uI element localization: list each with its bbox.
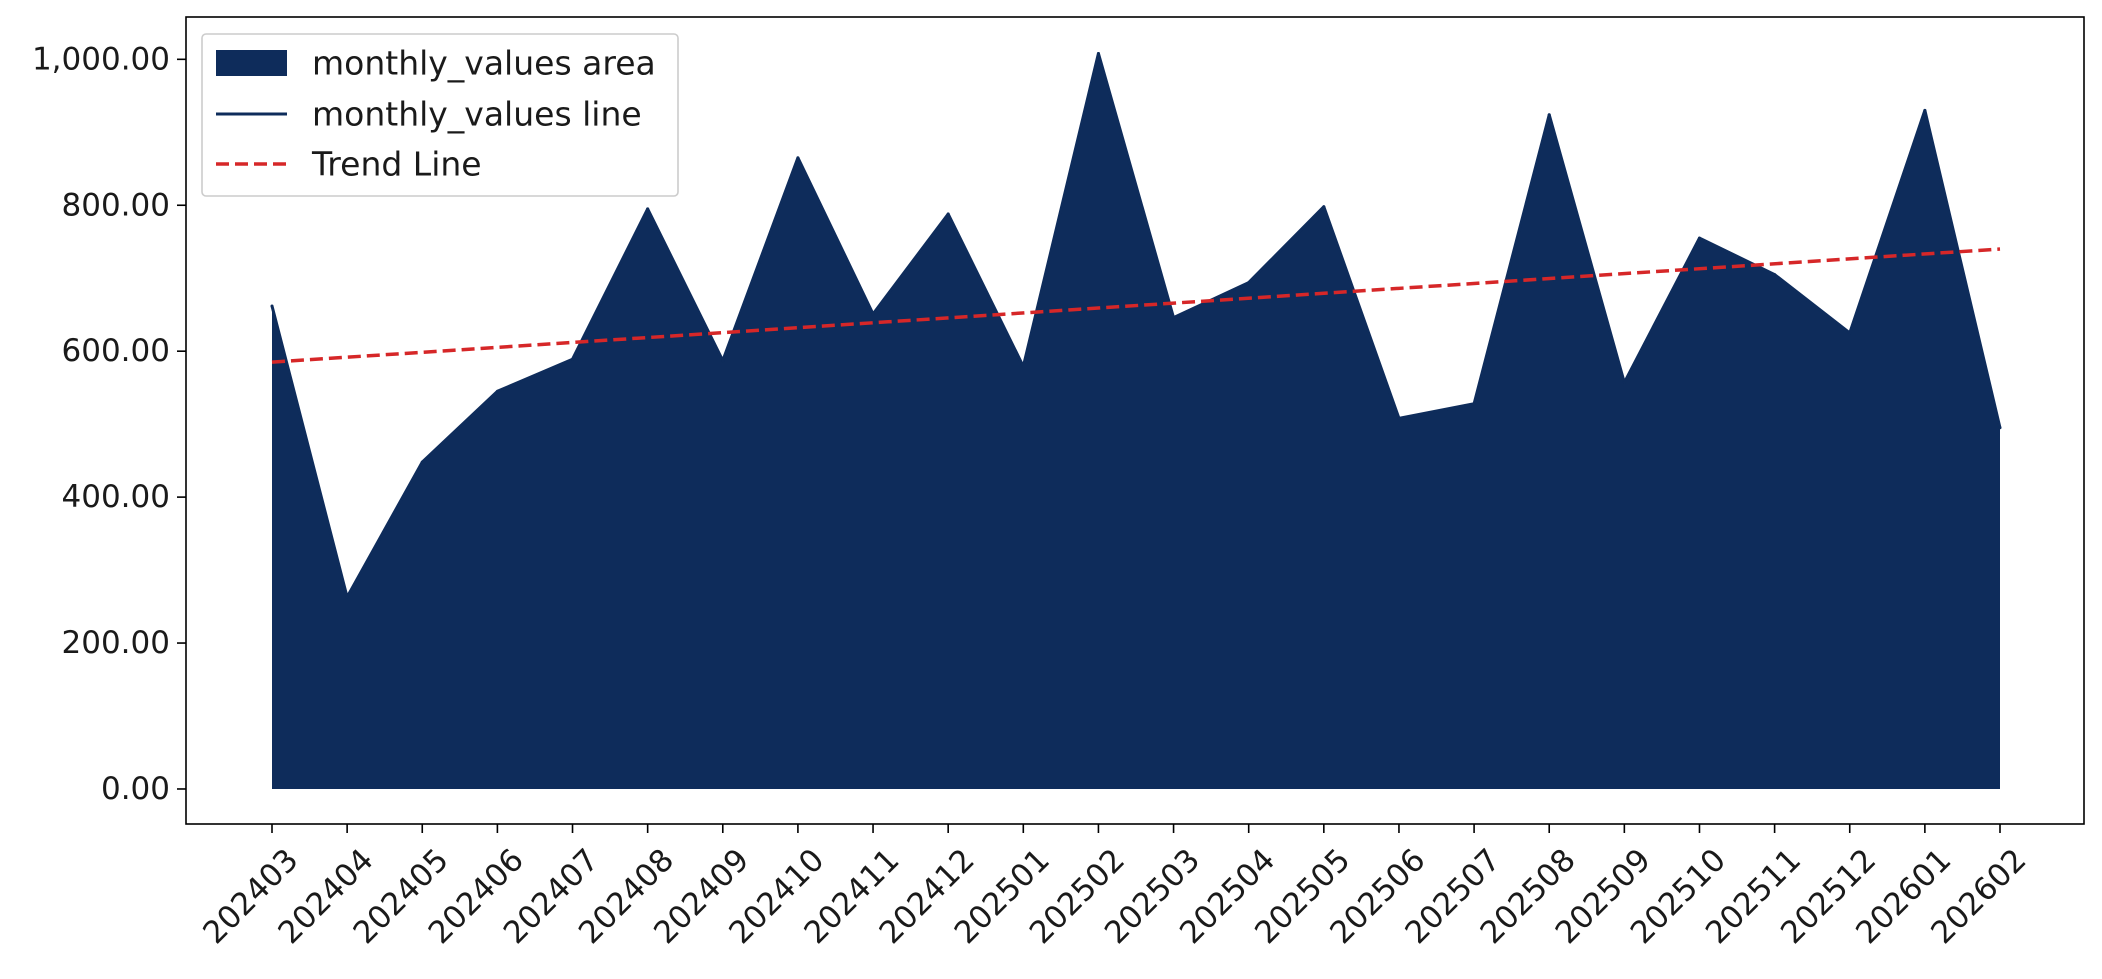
data-point-202512 <box>1848 331 1852 335</box>
data-point-202407 <box>571 357 575 361</box>
y-tick-label: 600.00 <box>62 333 170 369</box>
data-point-202405 <box>420 460 424 464</box>
data-point-202403 <box>270 304 274 308</box>
legend-box <box>201 33 679 197</box>
monthly-values-area <box>272 53 2000 789</box>
y-tick-label: 200.00 <box>62 625 170 661</box>
data-point-202410 <box>796 156 800 160</box>
data-point-202511 <box>1773 273 1777 277</box>
plot-frame <box>185 16 2085 825</box>
data-point-202505 <box>1322 205 1326 209</box>
y-axis: 0.00 200.00 400.00 600.00 800.00 1,000.00 <box>32 41 186 807</box>
monthly-values-line <box>270 51 2002 599</box>
x-axis: 2024032024042024052024062024072024082024… <box>196 824 2034 951</box>
legend-label: monthly_values area <box>312 44 656 83</box>
plot-marks <box>270 51 2002 789</box>
data-point-202501 <box>1021 365 1025 369</box>
data-point-202510 <box>1697 236 1701 240</box>
legend-area-swatch <box>216 50 287 76</box>
data-point-202504 <box>1247 281 1251 285</box>
y-tick-label: 0.00 <box>101 771 170 807</box>
legend-label: monthly_values line <box>312 95 642 134</box>
trend-line <box>271 247 2001 364</box>
data-point-202507 <box>1472 402 1476 406</box>
y-tick-label: 800.00 <box>62 187 170 223</box>
data-point-202509 <box>1622 381 1626 385</box>
legend-label: Trend Line <box>311 145 482 184</box>
data-point-202409 <box>721 359 725 363</box>
data-point-202601 <box>1923 108 1927 112</box>
data-point-202411 <box>871 312 875 316</box>
data-point-202502 <box>1096 51 1100 55</box>
data-point-202506 <box>1397 416 1401 420</box>
y-tick-label: 1,000.00 <box>32 41 170 77</box>
data-point-202404 <box>345 595 349 599</box>
data-point-202503 <box>1172 316 1176 320</box>
y-tick-label: 400.00 <box>62 479 170 515</box>
data-point-202408 <box>646 207 650 211</box>
data-point-202508 <box>1547 113 1551 117</box>
data-point-202406 <box>495 389 499 393</box>
legend: monthly_values area monthly_values line Tr… <box>201 33 679 197</box>
data-point-202412 <box>946 212 950 216</box>
data-point-202602 <box>1998 426 2002 430</box>
